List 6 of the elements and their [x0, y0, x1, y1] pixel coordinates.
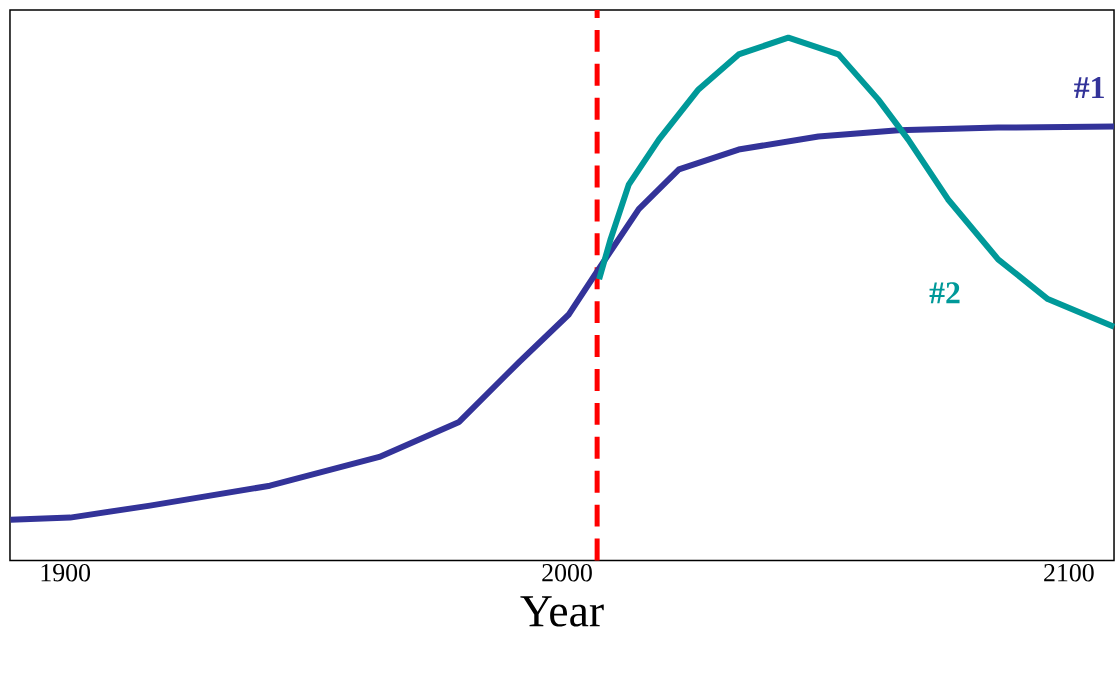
x-tick-label: 2100: [1044, 563, 1094, 582]
x-axis-title: Year: [520, 596, 604, 627]
x-tick-label: 2000: [542, 563, 592, 582]
x-tick-label: 1900: [41, 563, 91, 582]
series-label: #1: [1074, 77, 1104, 99]
series-label: #2: [929, 282, 960, 304]
